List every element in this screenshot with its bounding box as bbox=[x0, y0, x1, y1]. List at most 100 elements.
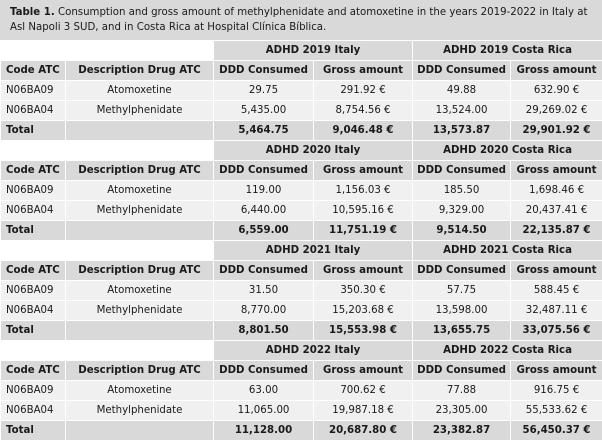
italy-gross-total: 11,751.19 € bbox=[314, 221, 413, 241]
costa-rica-gross-header: Gross amount bbox=[511, 61, 602, 81]
code-atc-header: Code ATC bbox=[1, 261, 66, 281]
code-atc-cell: N06BA04 bbox=[1, 101, 66, 121]
italy-gross-total: 20,687.80 € bbox=[314, 421, 413, 441]
italy-ddd-cell: 63.00 bbox=[214, 381, 314, 401]
italy-ddd-cell: 5,435.00 bbox=[214, 101, 314, 121]
total-empty-cell bbox=[66, 121, 214, 141]
costa-rica-ddd-header: DDD Consumed bbox=[413, 261, 511, 281]
italy-ddd-cell: 119.00 bbox=[214, 181, 314, 201]
costa-rica-year-header: ADHD 2022 Costa Rica bbox=[413, 341, 602, 361]
italy-gross-total: 9,046.48 € bbox=[314, 121, 413, 141]
italy-ddd-total: 5,464.75 bbox=[214, 121, 314, 141]
description-cell: Methylphenidate bbox=[66, 101, 214, 121]
costa-rica-ddd-cell: 49.88 bbox=[413, 81, 511, 101]
code-atc-cell: N06BA04 bbox=[1, 301, 66, 321]
italy-gross-header: Gross amount bbox=[314, 61, 413, 81]
costa-rica-gross-cell: 916.75 € bbox=[511, 381, 602, 401]
italy-gross-total: 15,553.98 € bbox=[314, 321, 413, 341]
italy-gross-header: Gross amount bbox=[314, 161, 413, 181]
italy-year-header: ADHD 2022 Italy bbox=[214, 341, 413, 361]
costa-rica-year-header: ADHD 2020 Costa Rica bbox=[413, 141, 602, 161]
code-atc-cell: N06BA04 bbox=[1, 401, 66, 421]
italy-gross-cell: 15,203.68 € bbox=[314, 301, 413, 321]
italy-ddd-total: 6,559.00 bbox=[214, 221, 314, 241]
italy-gross-cell: 350.30 € bbox=[314, 281, 413, 301]
italy-ddd-cell: 29.75 bbox=[214, 81, 314, 101]
italy-gross-header: Gross amount bbox=[314, 361, 413, 381]
description-cell: Methylphenidate bbox=[66, 301, 214, 321]
costa-rica-gross-total: 29,901.92 € bbox=[511, 121, 602, 141]
total-empty-cell bbox=[66, 221, 214, 241]
code-atc-header: Code ATC bbox=[1, 361, 66, 381]
costa-rica-gross-total: 22,135.87 € bbox=[511, 221, 602, 241]
italy-year-header: ADHD 2019 Italy bbox=[214, 41, 413, 61]
italy-gross-cell: 10,595.16 € bbox=[314, 201, 413, 221]
empty-header-cell bbox=[1, 341, 214, 361]
description-cell: Atomoxetine bbox=[66, 81, 214, 101]
italy-year-header: ADHD 2020 Italy bbox=[214, 141, 413, 161]
costa-rica-ddd-cell: 77.88 bbox=[413, 381, 511, 401]
description-cell: Atomoxetine bbox=[66, 181, 214, 201]
italy-ddd-total: 8,801.50 bbox=[214, 321, 314, 341]
empty-header-cell bbox=[1, 41, 214, 61]
italy-gross-cell: 19,987.18 € bbox=[314, 401, 413, 421]
italy-ddd-cell: 31.50 bbox=[214, 281, 314, 301]
code-atc-cell: N06BA04 bbox=[1, 201, 66, 221]
code-atc-header: Code ATC bbox=[1, 61, 66, 81]
description-header: Description Drug ATC bbox=[66, 361, 214, 381]
costa-rica-ddd-total: 13,573.87 bbox=[413, 121, 511, 141]
description-header: Description Drug ATC bbox=[66, 61, 214, 81]
description-cell: Methylphenidate bbox=[66, 401, 214, 421]
italy-gross-cell: 291.92 € bbox=[314, 81, 413, 101]
total-empty-cell bbox=[66, 421, 214, 441]
italy-ddd-cell: 8,770.00 bbox=[214, 301, 314, 321]
empty-header-cell bbox=[1, 241, 214, 261]
description-header: Description Drug ATC bbox=[66, 161, 214, 181]
costa-rica-gross-header: Gross amount bbox=[511, 261, 602, 281]
costa-rica-gross-cell: 1,698.46 € bbox=[511, 181, 602, 201]
costa-rica-ddd-total: 9,514.50 bbox=[413, 221, 511, 241]
italy-gross-cell: 700.62 € bbox=[314, 381, 413, 401]
italy-ddd-cell: 6,440.00 bbox=[214, 201, 314, 221]
costa-rica-gross-total: 33,075.56 € bbox=[511, 321, 602, 341]
costa-rica-ddd-cell: 23,305.00 bbox=[413, 401, 511, 421]
description-header: Description Drug ATC bbox=[66, 261, 214, 281]
costa-rica-gross-header: Gross amount bbox=[511, 361, 602, 381]
italy-ddd-total: 11,128.00 bbox=[214, 421, 314, 441]
italy-ddd-header: DDD Consumed bbox=[214, 161, 314, 181]
costa-rica-ddd-cell: 185.50 bbox=[413, 181, 511, 201]
description-cell: Methylphenidate bbox=[66, 201, 214, 221]
costa-rica-ddd-header: DDD Consumed bbox=[413, 161, 511, 181]
code-atc-header: Code ATC bbox=[1, 161, 66, 181]
costa-rica-ddd-cell: 9,329.00 bbox=[413, 201, 511, 221]
costa-rica-gross-cell: 20,437.41 € bbox=[511, 201, 602, 221]
table-caption: Table 1. Consumption and gross amount of… bbox=[0, 0, 602, 40]
costa-rica-ddd-header: DDD Consumed bbox=[413, 61, 511, 81]
italy-year-header: ADHD 2021 Italy bbox=[214, 241, 413, 261]
costa-rica-ddd-cell: 13,598.00 bbox=[413, 301, 511, 321]
description-cell: Atomoxetine bbox=[66, 281, 214, 301]
costa-rica-gross-total: 56,450.37 € bbox=[511, 421, 602, 441]
costa-rica-gross-cell: 29,269.02 € bbox=[511, 101, 602, 121]
costa-rica-ddd-total: 23,382.87 bbox=[413, 421, 511, 441]
italy-ddd-cell: 11,065.00 bbox=[214, 401, 314, 421]
italy-ddd-header: DDD Consumed bbox=[214, 261, 314, 281]
costa-rica-gross-cell: 588.45 € bbox=[511, 281, 602, 301]
costa-rica-gross-cell: 32,487.11 € bbox=[511, 301, 602, 321]
